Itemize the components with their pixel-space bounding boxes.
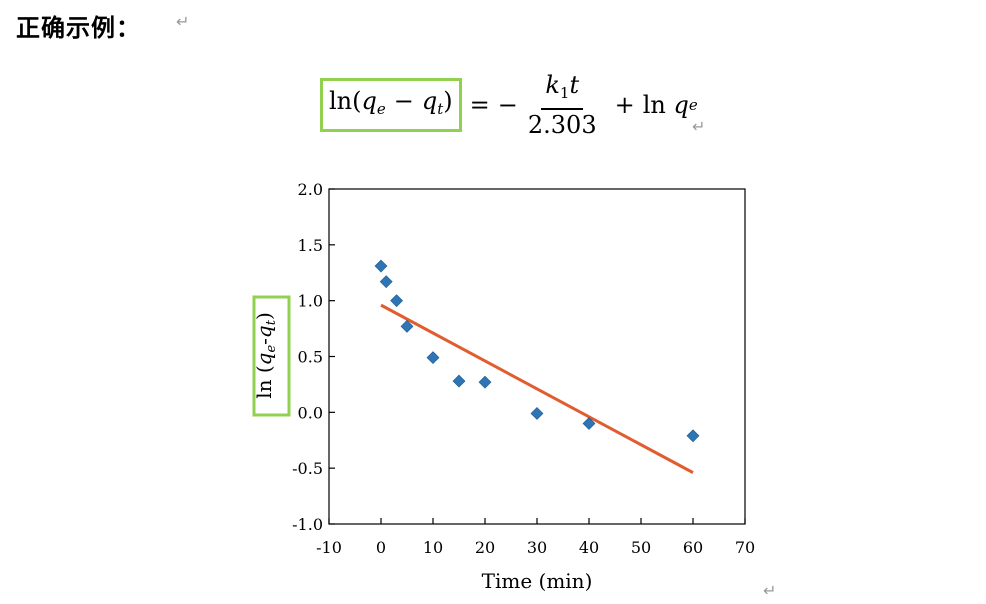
data-point [400, 319, 414, 333]
y-title-q: q [252, 353, 276, 366]
x-tick-label: 10 [423, 538, 443, 557]
page-heading: 正确示例： [16, 14, 141, 42]
equation-highlight-box: ln(qe − qt) [320, 78, 462, 132]
equation-sub-e-final: e [688, 96, 698, 114]
equation-q-final: q [673, 91, 689, 119]
fraction-numerator: k1t [541, 70, 584, 110]
equation-t: t [569, 71, 580, 99]
plot-frame [328, 188, 746, 525]
y-tick-label: -1.0 [292, 515, 323, 534]
data-point [530, 407, 544, 420]
equation-ln-open: ln( [329, 87, 362, 115]
return-mark: ↵ [692, 117, 706, 136]
y-tick-label: 0.0 [298, 403, 323, 422]
equation-sub-1: 1 [559, 84, 570, 102]
y-title-sub-e: e [264, 345, 279, 353]
y-tick-label: 1.5 [298, 236, 323, 255]
x-tick-label: 50 [631, 538, 651, 557]
fraction-denominator: 2.303 [527, 111, 597, 139]
y-title-close: ) [252, 312, 276, 320]
x-tick-label: 20 [475, 538, 495, 557]
x-tick-label: 60 [683, 538, 703, 557]
equation-negative: − [497, 91, 518, 119]
y-tick-label: -0.5 [292, 459, 323, 478]
y-axis-title: ln (qe-qt) [252, 312, 279, 399]
y-axis-title-highlight-box [252, 295, 291, 417]
y-title-sub-t: t [264, 319, 279, 325]
data-point [374, 259, 388, 273]
y-title-ln: ln ( [252, 365, 276, 398]
equation-ln: ln [642, 91, 666, 119]
equation-q2: q [421, 87, 438, 115]
x-tick-label: 0 [376, 538, 386, 557]
fit-line [380, 303, 694, 474]
data-point [426, 351, 440, 365]
equation-minus: − [393, 87, 414, 115]
equation-q: q [361, 87, 377, 115]
data-point [452, 374, 466, 388]
y-axis: 2.0 1.5 1.0 0.5 0.0 -0.5 -1.0 [292, 180, 335, 534]
equation-k: k [545, 71, 560, 99]
x-axis: -10 0 10 20 30 40 50 60 70 [316, 518, 755, 557]
return-mark: ↵ [763, 581, 777, 600]
data-points [374, 259, 700, 443]
x-axis-title: Time (min) [482, 569, 593, 593]
data-point [379, 275, 393, 289]
data-point [478, 375, 492, 389]
equation-plus: + [614, 91, 635, 119]
equation-close-paren: ) [443, 87, 453, 115]
x-tick-label: -10 [316, 538, 342, 557]
data-point [686, 429, 700, 443]
x-tick-label: 40 [579, 538, 599, 557]
x-tick-label: 30 [527, 538, 547, 557]
x-tick-label: 70 [735, 538, 755, 557]
y-tick-label: 0.5 [298, 348, 323, 367]
y-tick-label: 1.0 [298, 292, 323, 311]
y-title-dash: - [252, 338, 276, 345]
equation-sub-e: e [376, 100, 386, 118]
equation-sub-t: t [437, 100, 444, 118]
y-tick-label: 2.0 [298, 180, 323, 199]
equation-fraction: k1t 2.303 [524, 70, 601, 140]
equation-equals: = [469, 91, 490, 119]
data-point [582, 417, 596, 430]
return-mark: ↵ [176, 12, 190, 31]
data-point [390, 294, 404, 308]
y-title-q2: q [252, 325, 276, 338]
